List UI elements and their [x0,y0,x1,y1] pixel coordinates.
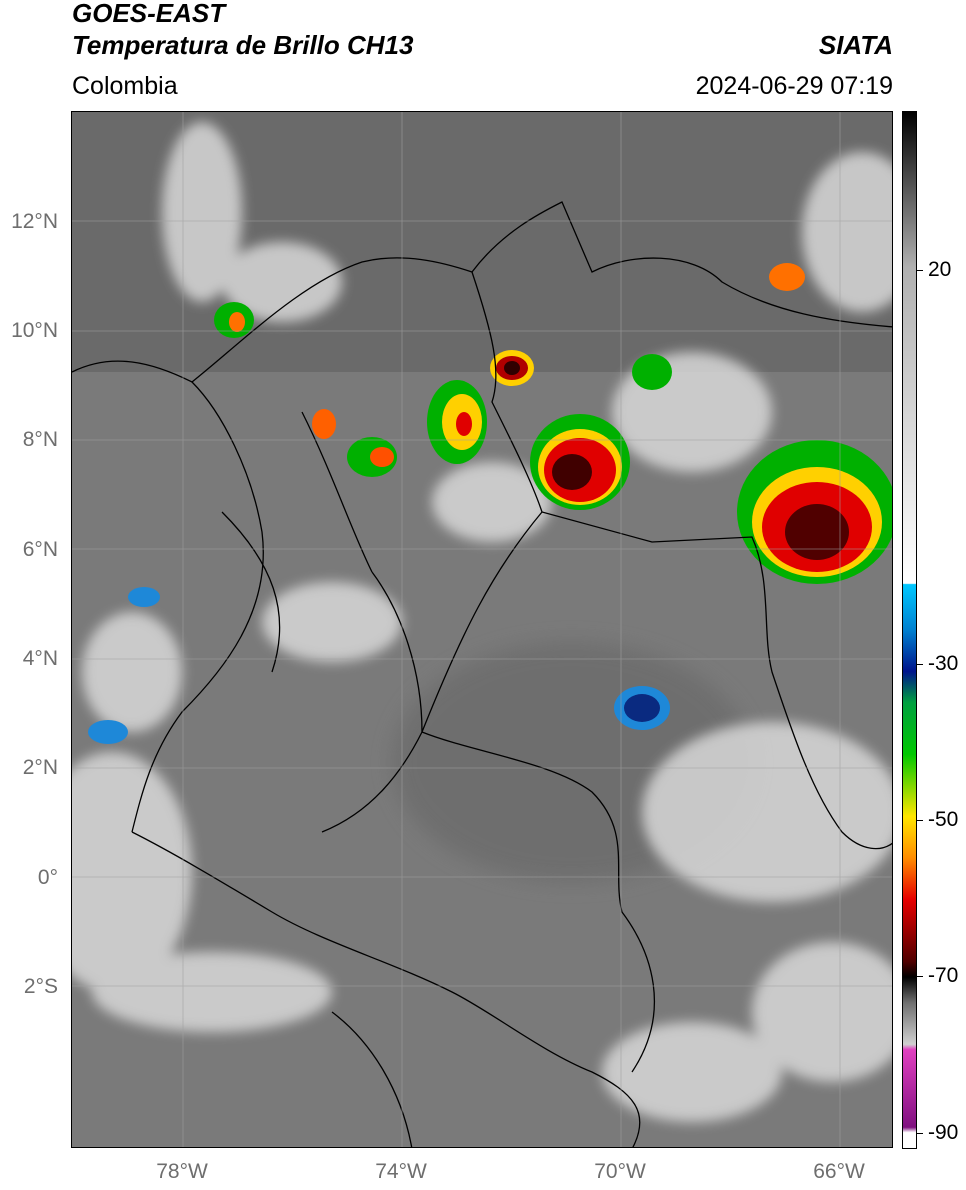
lat-label-2s: 2°S [23,975,58,998]
colorbar-tick-20 [917,270,923,271]
lat-label-0: 0° [37,866,58,889]
bright-clouds [72,122,892,1122]
lon-label-78w: 78°W [156,1160,208,1183]
lat-label-8n: 8°N [22,428,58,451]
storm-cell-west [427,380,487,464]
map-canvas [72,112,892,1147]
colorbar-tick-neg90 [917,1133,923,1134]
colorbar-label-neg90: -90 [928,1121,959,1144]
storm-cell-north [490,350,534,386]
timestamp-label: 2024-06-29 07:19 [695,72,893,100]
deep-blue-core [624,694,660,722]
lon-label-70w: 70°W [594,1160,646,1183]
colorbar-label-neg30: -30 [928,652,959,675]
lat-label-2n: 2°N [22,756,58,779]
temperature-colorbar [902,111,917,1149]
cold-clouds [88,587,670,744]
lat-label-10n: 10°N [11,319,58,342]
colorbar-label-neg50: -50 [928,808,959,831]
satellite-map[interactable] [71,111,893,1148]
storm-cell-center [530,414,630,510]
product-title: GOES-EAST [72,0,226,28]
brand-label: SIATA [818,30,893,60]
lon-label-66w: 66°W [813,1160,865,1183]
storm-cell-east [737,440,892,584]
graticule [72,112,892,1147]
storm-cell-small [214,263,805,477]
product-subtitle: Temperatura de Brillo CH13 [72,30,414,60]
lat-label-12n: 12°N [11,210,58,233]
lat-label-6n: 6°N [22,538,58,561]
lat-label-4n: 4°N [22,647,58,670]
lon-label-74w: 74°W [375,1160,427,1183]
colorbar-tick-neg30 [917,664,923,665]
colorbar-tick-neg50 [917,820,923,821]
colorbar-label-neg70: -70 [928,964,959,987]
region-label: Colombia [72,72,178,100]
colorbar-tick-neg70 [917,976,923,977]
colorbar-label-20: 20 [928,258,952,281]
